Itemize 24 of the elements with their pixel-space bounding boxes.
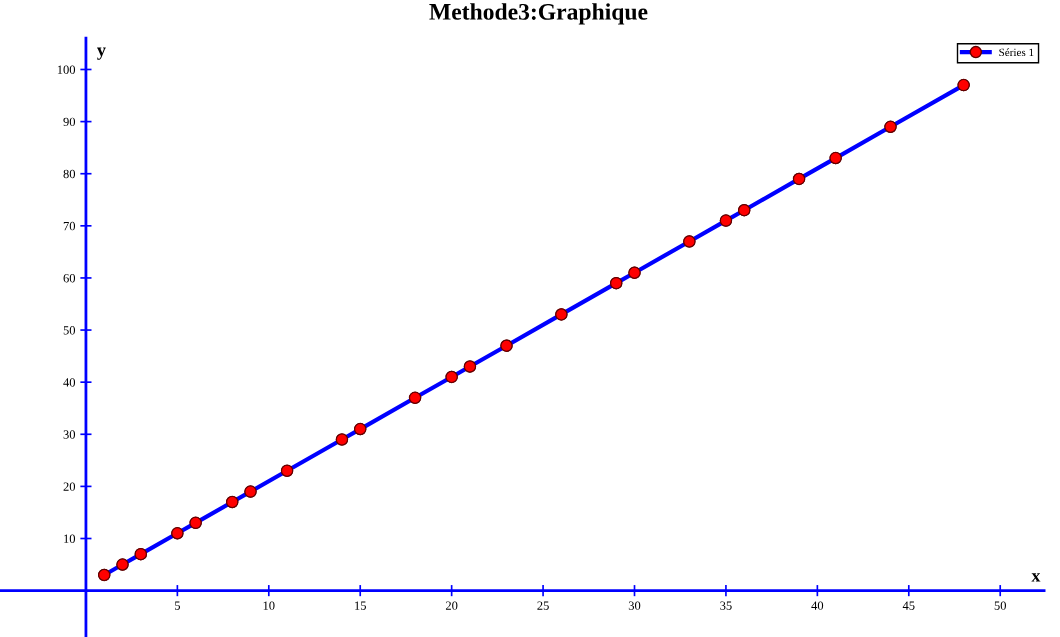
x-tick-label: 25 xyxy=(537,601,549,610)
legend-label: Séries 1 xyxy=(999,48,1034,57)
x-tick-label: 35 xyxy=(720,601,732,610)
y-tick-label: 80 xyxy=(63,169,76,179)
x-tick-label: 10 xyxy=(263,601,275,610)
y-tick-label: 100 xyxy=(57,65,76,74)
x-tick-label: 20 xyxy=(445,601,458,610)
x-tick-label: 15 xyxy=(355,601,366,610)
x-axis-title: x xyxy=(1031,573,1041,582)
x-tick-label: 5 xyxy=(174,601,181,610)
x-tick-label: 50 xyxy=(994,601,1006,610)
y-tick-label: 60 xyxy=(63,273,76,283)
y-tick-label: 50 xyxy=(63,326,76,335)
y-axis-title: y xyxy=(97,47,106,60)
y-tick-label: 30 xyxy=(63,430,76,439)
y-tick-label: 10 xyxy=(64,534,76,543)
x-tick-label: 45 xyxy=(902,601,915,610)
y-tick-label: 70 xyxy=(63,221,76,231)
y-tick-label: 20 xyxy=(63,482,76,491)
x-tick-label: 30 xyxy=(628,601,641,610)
x-tick-label: 40 xyxy=(811,601,824,610)
chart-title: Methode3:Graphique xyxy=(429,3,648,25)
y-tick-label: 40 xyxy=(63,378,76,387)
y-tick-label: 90 xyxy=(63,117,76,127)
